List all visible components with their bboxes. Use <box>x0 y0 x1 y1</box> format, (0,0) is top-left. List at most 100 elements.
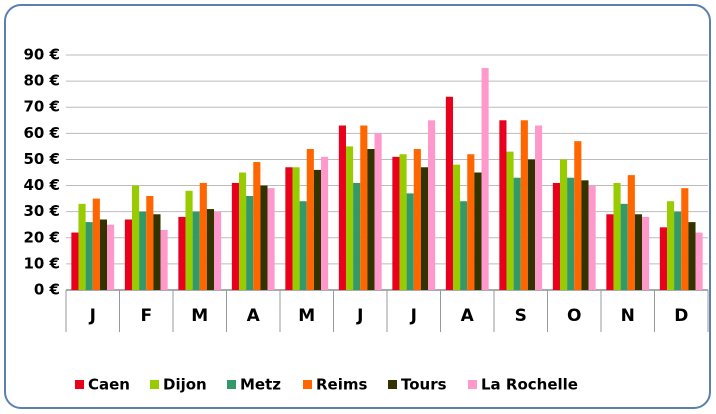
bar <box>681 188 689 290</box>
bar <box>535 125 543 290</box>
y-tick-label: 40 € <box>23 176 60 194</box>
bar <box>160 229 168 290</box>
legend-swatch <box>388 380 397 389</box>
bar <box>399 154 407 290</box>
bar <box>499 120 507 291</box>
bar <box>353 182 361 290</box>
bar <box>178 216 186 290</box>
bar <box>199 182 207 290</box>
bar <box>306 149 314 290</box>
bar <box>267 188 275 290</box>
bar <box>78 203 86 290</box>
bar <box>613 182 621 290</box>
bar <box>131 185 140 290</box>
y-tick-label: 80 € <box>23 72 60 90</box>
x-tick-label: J <box>356 306 363 326</box>
y-tick-label: 70 € <box>23 98 60 116</box>
bar <box>124 219 132 290</box>
bar <box>285 167 293 290</box>
legend-label: Caen <box>88 376 130 394</box>
bar <box>313 169 322 290</box>
bar <box>392 156 400 290</box>
bar <box>413 149 421 290</box>
bar <box>606 214 614 290</box>
bar <box>246 196 254 290</box>
bar <box>620 203 628 290</box>
bar <box>559 159 568 290</box>
bar <box>627 175 635 290</box>
x-tick-label: A <box>461 306 475 326</box>
x-tick-label: O <box>567 306 581 326</box>
bar <box>99 219 108 290</box>
x-tick-label: F <box>140 306 152 326</box>
bar <box>153 214 161 290</box>
x-tick-label: N <box>621 306 635 326</box>
bar <box>634 214 643 290</box>
bar <box>581 180 589 290</box>
bar <box>85 222 93 290</box>
bar <box>695 232 703 290</box>
bar <box>467 154 475 290</box>
legend-swatch <box>75 380 84 389</box>
bar <box>406 193 414 290</box>
x-tick-label: M <box>298 306 315 326</box>
bar <box>588 185 596 290</box>
x-tick-label: M <box>191 306 208 326</box>
bar <box>206 209 215 290</box>
bar <box>666 201 675 290</box>
bar <box>688 222 696 290</box>
bar <box>292 167 300 290</box>
legend-swatch <box>227 380 236 389</box>
legend-swatch <box>468 380 477 389</box>
bar <box>299 201 307 290</box>
bar <box>360 125 368 290</box>
bar <box>527 159 536 290</box>
legend-label: Reims <box>316 376 367 394</box>
x-tick-label: A <box>247 306 261 326</box>
bar <box>253 162 261 290</box>
legend-label: Dijon <box>163 376 207 394</box>
bar <box>338 125 346 290</box>
bar <box>321 156 329 290</box>
y-tick-label: 60 € <box>23 124 60 142</box>
y-tick-label: 90 € <box>23 46 60 64</box>
bar <box>674 211 682 290</box>
legend-label: Metz <box>240 376 281 394</box>
bar <box>92 198 100 290</box>
bar <box>107 224 115 290</box>
x-tick-label: D <box>674 306 688 326</box>
y-tick-label: 0 € <box>34 281 60 299</box>
legend-label: La Rochelle <box>481 376 578 394</box>
x-tick-label: S <box>515 306 527 326</box>
y-tick-label: 10 € <box>23 254 60 272</box>
legend-label: Tours <box>401 376 447 394</box>
bar <box>552 182 560 290</box>
legend-swatch <box>303 380 312 389</box>
bar <box>185 190 193 290</box>
y-tick-label: 20 € <box>23 228 60 246</box>
bar <box>428 120 436 291</box>
x-tick-label: J <box>89 306 96 326</box>
bar <box>71 232 79 290</box>
bar <box>420 167 429 290</box>
bar <box>506 151 514 290</box>
bar <box>445 96 453 291</box>
bar <box>452 164 461 290</box>
legend-swatch <box>150 380 159 389</box>
bar <box>574 141 582 290</box>
bar <box>238 172 247 290</box>
bar <box>214 211 222 290</box>
bar <box>481 68 489 290</box>
bar <box>345 146 354 290</box>
bar <box>460 201 468 290</box>
bar <box>567 177 575 290</box>
bar <box>659 227 667 290</box>
bar <box>520 120 528 291</box>
y-tick-label: 30 € <box>23 202 60 220</box>
bar <box>513 177 521 290</box>
bar <box>231 182 239 290</box>
bar <box>374 133 382 290</box>
bar <box>367 149 375 290</box>
bar <box>474 172 482 290</box>
